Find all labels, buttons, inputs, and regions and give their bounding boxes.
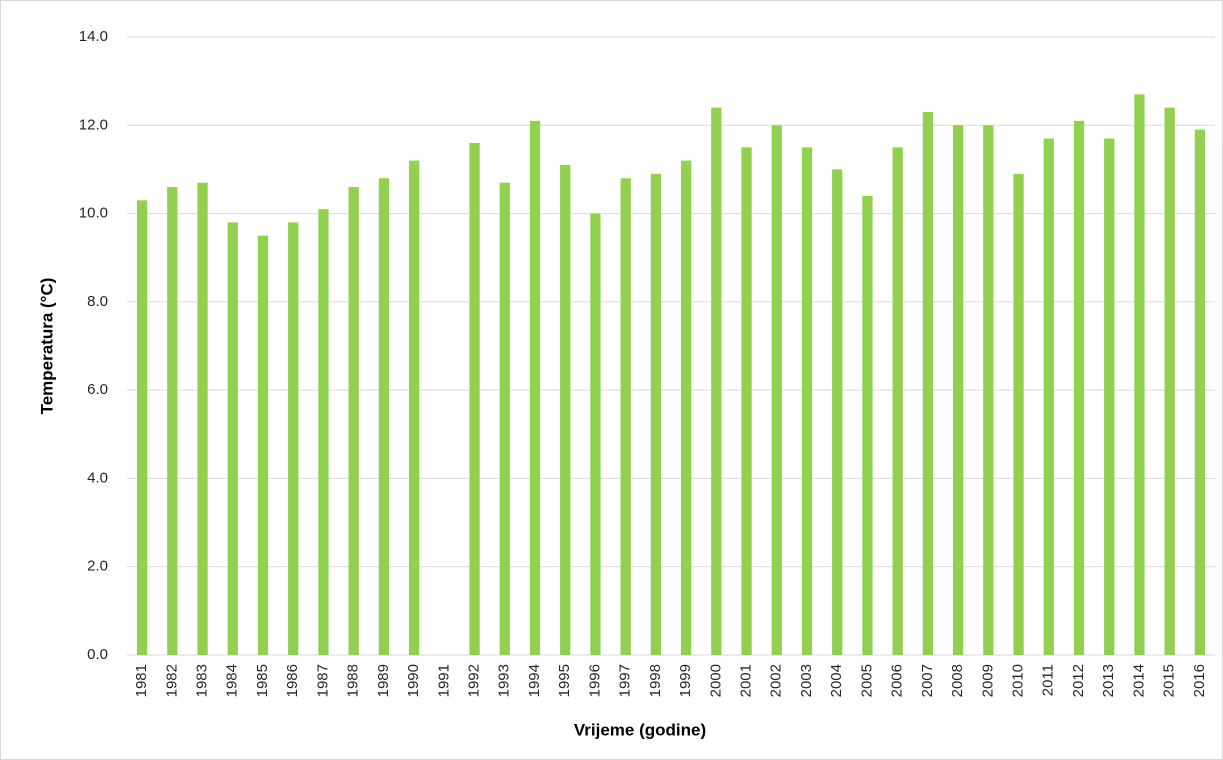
y-tick-label: 0.0 bbox=[87, 646, 108, 663]
x-tick-label: 1998 bbox=[647, 664, 664, 697]
x-tick-label: 1997 bbox=[617, 664, 634, 697]
x-tick-label: 2001 bbox=[738, 664, 755, 697]
bar bbox=[1043, 138, 1054, 655]
bar bbox=[771, 125, 782, 656]
bar bbox=[650, 173, 662, 656]
x-tick-label: 1982 bbox=[163, 664, 180, 697]
bar bbox=[711, 107, 722, 656]
x-tick-label: 1981 bbox=[133, 664, 150, 697]
x-tick-label: 2008 bbox=[949, 664, 966, 697]
y-tick-label: 10.0 bbox=[79, 205, 108, 222]
bar bbox=[227, 222, 238, 655]
bar bbox=[590, 213, 601, 656]
x-tick-label: 2011 bbox=[1040, 664, 1057, 696]
bar bbox=[1134, 94, 1145, 655]
y-tick-label: 8.0 bbox=[87, 293, 108, 310]
bar bbox=[529, 120, 541, 655]
bar bbox=[378, 178, 390, 655]
x-tick-label: 1994 bbox=[526, 664, 543, 697]
x-tick-label: 2010 bbox=[1010, 664, 1027, 697]
x-tick-label: 2003 bbox=[798, 664, 815, 697]
x-tick-label: 1992 bbox=[466, 664, 483, 697]
bar bbox=[983, 125, 994, 656]
x-tick-label: 1987 bbox=[314, 664, 331, 697]
x-tick-label: 1990 bbox=[405, 664, 422, 697]
x-tick-label: 2009 bbox=[979, 664, 996, 697]
bar bbox=[1194, 129, 1206, 655]
y-tick-label: 14.0 bbox=[79, 28, 108, 45]
x-tick-label: 2014 bbox=[1130, 664, 1147, 697]
x-tick-label: 1996 bbox=[586, 664, 603, 697]
x-tick-label: 1993 bbox=[496, 664, 513, 697]
y-tick-label: 6.0 bbox=[87, 381, 108, 398]
x-tick-label: 2000 bbox=[707, 664, 724, 697]
bar bbox=[1164, 107, 1175, 656]
bar bbox=[1104, 138, 1115, 655]
x-tick-label: 2013 bbox=[1100, 664, 1117, 697]
bar bbox=[892, 147, 903, 655]
bar bbox=[862, 195, 873, 655]
bar bbox=[408, 160, 420, 655]
y-tick-label: 2.0 bbox=[87, 558, 108, 575]
x-tick-label: 1986 bbox=[284, 664, 301, 697]
y-tick-label: 12.0 bbox=[79, 116, 108, 133]
x-tick-label: 1983 bbox=[194, 664, 211, 697]
x-tick-label: 1985 bbox=[254, 664, 271, 697]
bar bbox=[1013, 173, 1024, 656]
bar bbox=[832, 169, 843, 655]
x-tick-label: 1988 bbox=[345, 664, 362, 697]
bar bbox=[197, 182, 208, 655]
x-tick-label: 1989 bbox=[375, 664, 392, 697]
x-tick-label: 2015 bbox=[1161, 664, 1178, 697]
x-tick-label: 2005 bbox=[858, 664, 875, 697]
x-tick-label: 2002 bbox=[768, 664, 785, 697]
bar bbox=[136, 200, 148, 656]
x-tick-label: 2004 bbox=[828, 664, 845, 697]
x-tick-label: 2016 bbox=[1191, 664, 1208, 697]
x-tick-label: 1991 bbox=[435, 664, 452, 697]
bar bbox=[680, 160, 692, 655]
bar bbox=[469, 142, 480, 655]
x-tick-label: 1999 bbox=[677, 664, 694, 697]
bar bbox=[922, 112, 934, 656]
x-tick-label: 1995 bbox=[556, 664, 573, 697]
bar bbox=[167, 187, 178, 656]
bar bbox=[741, 147, 752, 655]
bar bbox=[318, 209, 329, 655]
x-axis-title: Vrijeme (godine) bbox=[574, 720, 706, 739]
x-tick-label: 2007 bbox=[919, 664, 936, 697]
bar bbox=[499, 182, 510, 655]
bar bbox=[1073, 120, 1085, 655]
bar bbox=[560, 165, 571, 655]
bar bbox=[801, 147, 813, 655]
bar bbox=[348, 187, 359, 656]
x-tick-label: 2006 bbox=[889, 664, 906, 697]
y-tick-label: 4.0 bbox=[87, 469, 108, 486]
bar bbox=[257, 235, 269, 655]
x-tick-label: 1984 bbox=[224, 664, 241, 697]
y-axis-title: Temperatura (°C) bbox=[37, 278, 56, 415]
bar bbox=[288, 222, 299, 655]
x-tick-label: 2012 bbox=[1070, 664, 1087, 697]
bar bbox=[952, 125, 964, 656]
bar bbox=[620, 178, 631, 655]
